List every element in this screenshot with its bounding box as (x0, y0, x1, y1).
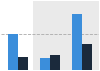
Bar (82, 44, 92, 70)
Bar (18, 57, 28, 70)
Bar (50, 55, 60, 70)
Bar (40, 58, 50, 70)
Bar (32, 1, 100, 70)
Bar (8, 34, 18, 70)
Bar (72, 14, 82, 70)
